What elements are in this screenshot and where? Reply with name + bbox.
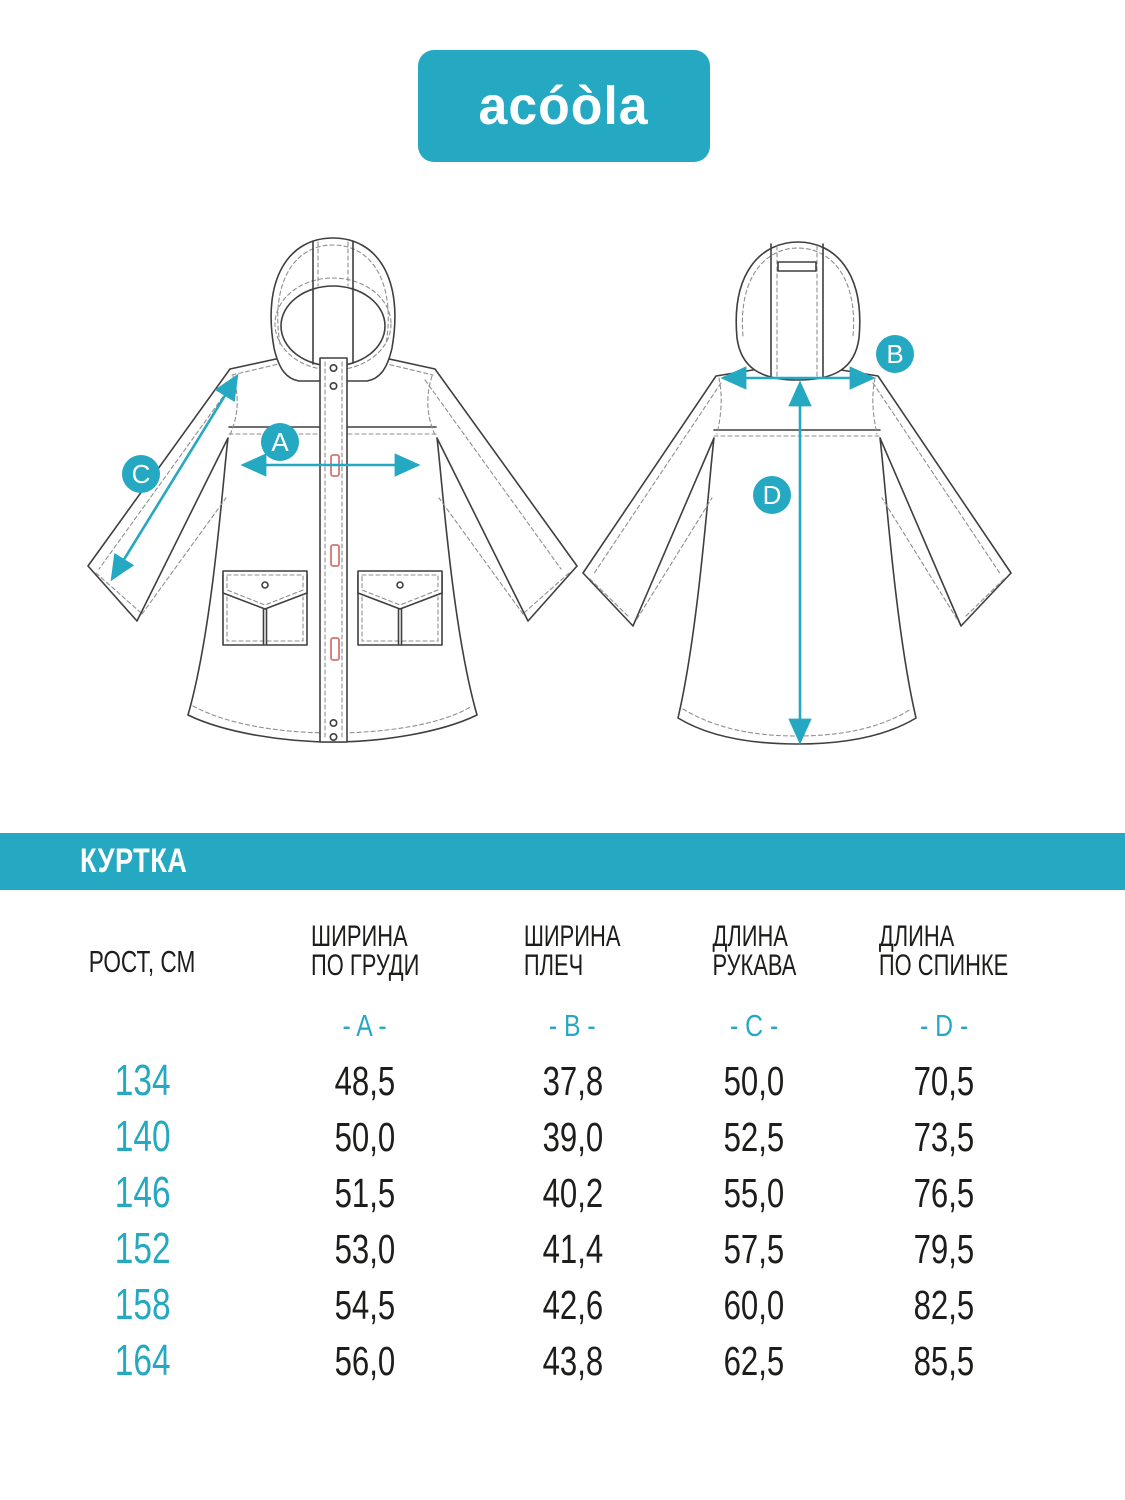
size-value: 140	[114, 1112, 171, 1161]
front-snap	[329, 382, 338, 391]
size-value: 152	[114, 1224, 171, 1273]
front-right-pocket	[357, 570, 443, 646]
chest-value: 54,5	[334, 1281, 396, 1328]
sleeve-value: 55,0	[723, 1169, 785, 1216]
size-value: 134	[114, 1056, 171, 1105]
code-D: - D -	[919, 1008, 969, 1043]
measure-bubble-A	[261, 423, 299, 461]
size-value: 146	[114, 1168, 171, 1217]
garment-title: КУРТКА	[80, 842, 188, 880]
table-row: 152 53,0 41,4 57,5 79,5	[40, 1221, 1100, 1277]
brand-logo: acóòla	[418, 50, 710, 162]
front-hood-stitch	[277, 244, 389, 345]
measure-bubble-D	[753, 476, 791, 514]
measure-label-D: D	[763, 480, 782, 510]
measure-label-A: A	[271, 427, 289, 457]
measure-bubble-C	[122, 455, 160, 493]
back-hood-stitch	[741, 247, 855, 337]
back-length-value: 76,5	[913, 1169, 975, 1216]
measure-label-C: C	[132, 459, 151, 489]
shoulder-value: 42,6	[542, 1281, 603, 1328]
back-length-value: 85,5	[913, 1337, 975, 1384]
back-length-value: 73,5	[913, 1113, 975, 1160]
chest-value: 51,5	[334, 1169, 396, 1216]
column-header-chest: ШИРИНА ПО ГРУДИ	[310, 920, 420, 982]
front-snap	[329, 732, 338, 741]
size-value: 164	[114, 1336, 171, 1385]
table-row: 146 51,5 40,2 55,0 76,5	[40, 1165, 1100, 1221]
shoulder-value: 41,4	[542, 1225, 603, 1272]
sleeve-value: 57,5	[723, 1225, 785, 1272]
table-row: 164 56,0 43,8 62,5 85,5	[40, 1333, 1100, 1389]
table-header: РОСТ, СМ ШИРИНА ПО ГРУДИ ШИРИНА ПЛЕЧ ДЛИНА…	[0, 920, 1100, 982]
code-B: - B -	[549, 1008, 596, 1043]
zip-detail	[330, 544, 340, 567]
column-header-sleeve: ДЛИНА РУКАВА	[712, 920, 796, 982]
column-header-shoulder: ШИРИНА ПЛЕЧ	[524, 920, 621, 982]
chest-value: 50,0	[334, 1113, 396, 1160]
sleeve-value: 62,5	[723, 1337, 785, 1384]
sleeve-value: 50,0	[723, 1057, 785, 1104]
back-cuff-stitch	[589, 578, 1005, 618]
back-armhole-stitch	[716, 377, 878, 435]
front-left-pocket	[222, 570, 308, 646]
front-hood-panel	[312, 240, 354, 365]
shoulder-value: 43,8	[542, 1337, 603, 1384]
shoulder-value: 39,0	[542, 1113, 603, 1160]
brand-logo-text: acóòla	[478, 76, 649, 136]
jacket-front-diagram: A C	[87, 237, 578, 743]
table-row: 134 48,5 37,8 50,0 70,5	[40, 1053, 1100, 1109]
section-banner: КУРТКА	[0, 833, 1125, 890]
back-stitching	[592, 382, 1002, 620]
front-snap	[329, 364, 338, 373]
code-A: - A -	[342, 1008, 388, 1043]
jacket-back-diagram: B D	[582, 241, 1012, 745]
size-column-header: РОСТ, СМ	[89, 944, 196, 979]
table-row: 140 50,0 39,0 52,5 73,5	[40, 1109, 1100, 1165]
measure-label-B: B	[886, 339, 903, 369]
table-letter-row: - A - - B - - C - - D -	[0, 1008, 1100, 1044]
back-length-value: 79,5	[913, 1225, 975, 1272]
sleeve-value: 60,0	[723, 1281, 785, 1328]
measure-bubble-B	[876, 335, 914, 373]
front-cuff-stitch	[95, 572, 570, 613]
front-snap	[329, 718, 338, 727]
back-length-value: 70,5	[913, 1057, 975, 1104]
zip-detail	[330, 637, 340, 661]
back-hood-panel	[770, 243, 824, 379]
column-header-back: ДЛИНА ПО СПИНКЕ	[879, 920, 1009, 982]
shoulder-value: 40,2	[542, 1169, 603, 1216]
front-placket	[319, 357, 348, 743]
size-value: 158	[114, 1280, 171, 1329]
back-body-outline	[582, 368, 1012, 745]
front-shoulder-stitch	[231, 362, 434, 376]
shoulder-value: 37,8	[542, 1057, 603, 1104]
sleeve-value: 52,5	[723, 1113, 785, 1160]
front-hood-opening	[280, 285, 386, 367]
table-row: 158 54,5 42,6 60,0 82,5	[40, 1277, 1100, 1333]
chest-value: 53,0	[334, 1225, 396, 1272]
chest-value: 48,5	[334, 1057, 396, 1104]
hanger-loop	[777, 261, 817, 272]
code-C: - C -	[729, 1008, 779, 1043]
table-body: 134 48,5 37,8 50,0 70,5 140 50,0 39,0 52…	[0, 1053, 1100, 1389]
back-length-value: 82,5	[913, 1281, 975, 1328]
chest-value: 56,0	[334, 1337, 396, 1384]
measure-arrow-C	[110, 373, 239, 582]
